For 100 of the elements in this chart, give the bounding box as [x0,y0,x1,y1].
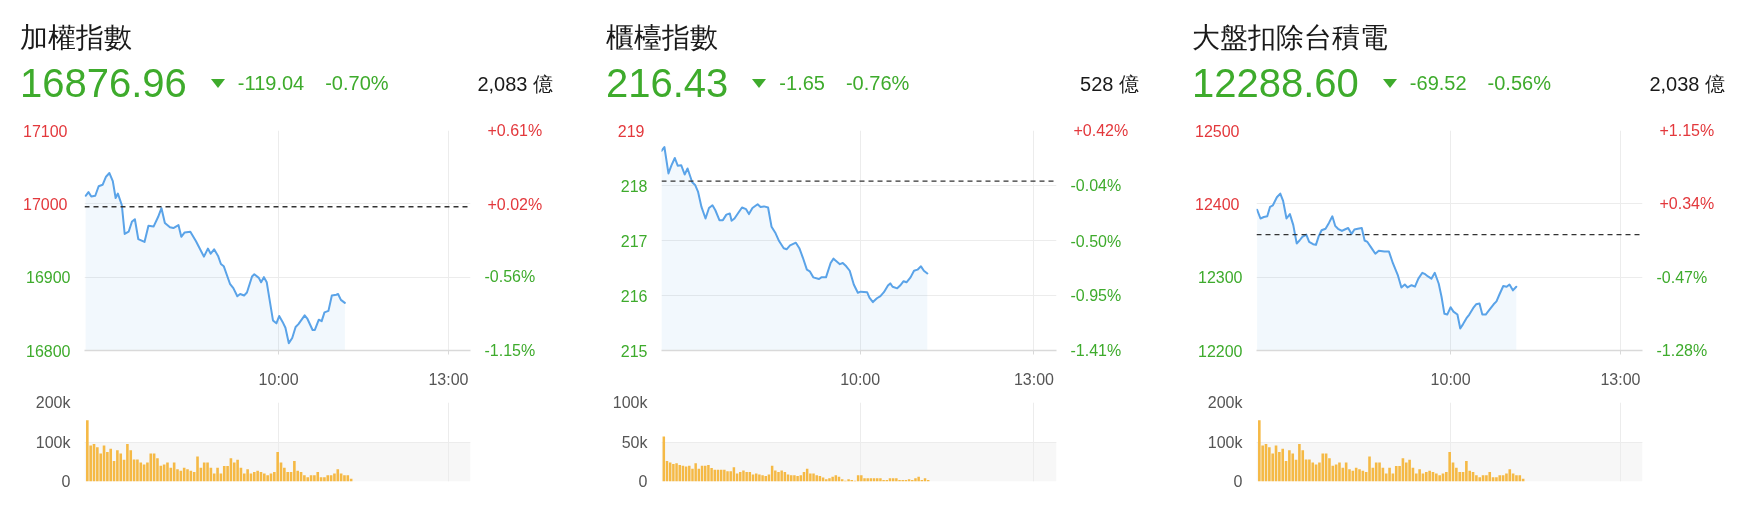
x-tick-label: 13:00 [428,370,469,388]
text: -119.04 [237,71,305,96]
bar [1455,467,1458,482]
bar [336,469,340,482]
bar [116,450,119,482]
y-tick-label: 12400 [1195,195,1240,213]
y2-tick-label: -0.56% [484,268,536,286]
text: -0.76% [845,71,910,96]
bar [694,463,697,482]
bar [809,473,812,482]
y-tick-label: 0 [638,473,648,490]
bar [825,479,828,482]
bar [196,456,199,482]
y-tick-label: 12300 [1198,269,1243,287]
bar [812,473,815,482]
y2-tick-label: -1.15% [484,342,536,359]
bar [1458,472,1461,482]
bar [1408,459,1411,482]
bar [246,469,249,482]
y-tick-label: 12500 [1195,122,1240,140]
bar [186,469,189,482]
bar [333,473,336,482]
y2-tick-label: -0.95% [1070,286,1122,304]
x-tick-label: 13:00 [1600,370,1641,388]
bar [745,472,748,482]
bar [109,448,113,482]
x-tick-label: 13:00 [1013,370,1055,388]
bar [831,476,834,482]
bar [1435,473,1438,482]
bar [216,467,219,482]
y-tick-label: 218 [620,177,648,195]
text: 528 億 [1080,72,1139,97]
y-tick-label: 100k [612,394,649,411]
chart-title: 加權指數 [20,21,132,55]
y-tick-label: 100k [35,433,72,451]
bar [1388,467,1391,482]
bar [917,476,920,482]
bar [119,453,123,482]
bar [1374,462,1378,482]
bar [1338,462,1341,482]
y-tick-label: 0 [1233,473,1243,490]
text: -69.52 [1409,71,1467,96]
y-tick-label: 0 [61,473,71,490]
bar [1288,450,1291,482]
y-tick-label: 215 [620,342,648,360]
bar [232,462,236,482]
y-tick-label: 200k [35,394,72,411]
bar [1298,443,1301,482]
bar [860,475,863,482]
bar [1488,472,1492,482]
y-tick-label: 16800 [26,342,71,360]
text: -0.70% [325,71,389,96]
y2-tick-label: +0.02% [487,195,543,213]
bar [303,475,306,482]
bar [293,460,296,482]
bar [726,471,729,482]
bar [1438,475,1441,482]
bar [758,474,761,482]
x-tick-label: 10:00 [840,370,881,388]
y2-tick-label: +0.42% [1073,122,1129,139]
text: -0.56% [1487,71,1551,96]
chart-title: 櫃檯指數 [606,21,718,55]
bar [1418,469,1421,482]
bar [266,475,269,482]
bar [1485,475,1488,482]
bar [1475,475,1478,482]
y-tick-label: 12200 [1198,342,1243,360]
bar [136,459,139,482]
chart-subtitle: 16876.96 [20,60,187,106]
bar [796,475,799,482]
bar [672,464,675,482]
y-tick-label: 216 [620,287,648,305]
y2-tick-label: +0.61% [487,122,543,139]
bar [1508,469,1512,482]
text: 2,083 億 [477,72,553,97]
bar [323,477,326,482]
bar [256,470,259,482]
bar [86,420,89,482]
bar [729,471,732,482]
bar [774,470,777,482]
bar [866,478,869,482]
bar [206,462,209,482]
bar [1258,420,1261,482]
bar [166,462,169,482]
bar [780,470,783,482]
bar [863,478,866,482]
x-tick-label: 10:00 [1430,370,1471,388]
chart-subtitle: 12288.60 [1192,60,1359,106]
bar [710,468,713,482]
y-tick-label: 17000 [23,195,68,213]
bar [236,459,239,482]
bar [777,472,780,482]
y-tick-label: 200k [1207,394,1244,411]
text: -1.65 [779,71,825,96]
y-tick-label: 50k [621,433,649,451]
bar [1378,462,1381,482]
bar [723,469,726,482]
bar [1505,473,1508,482]
y2-tick-label: -1.41% [1070,342,1122,359]
y-tick-label: 100k [1207,433,1244,451]
